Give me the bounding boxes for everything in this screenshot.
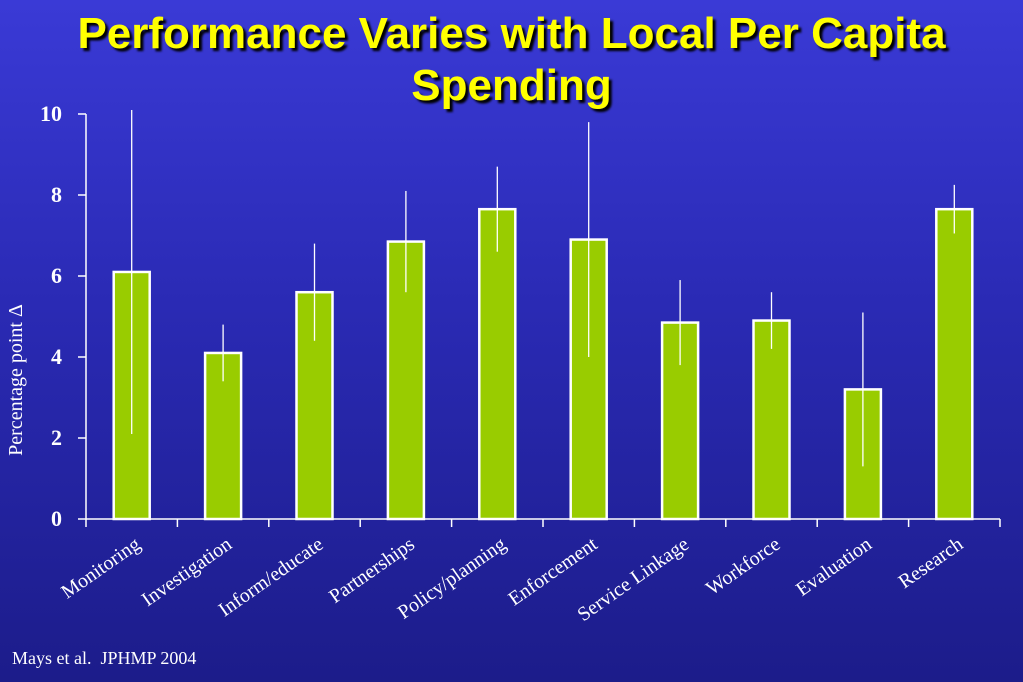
- y-tick-label: 6: [51, 263, 62, 288]
- slide-title: Performance Varies with Local Per Capita…: [77, 9, 946, 110]
- y-tick-label: 2: [51, 425, 62, 450]
- x-tick-label: Workforce: [702, 533, 784, 600]
- citation: Mays et al. JPHMP 2004: [12, 648, 197, 668]
- y-tick-label: 0: [51, 506, 62, 531]
- bar: [478, 207, 517, 521]
- y-tick-label: 4: [51, 344, 62, 369]
- x-tick-layer: MonitoringInvestigationInform/educatePar…: [57, 519, 1001, 626]
- y-axis-title: Percentage point Δ: [5, 304, 27, 456]
- x-tick-label: Evaluation: [792, 533, 876, 601]
- x-tick-label: Research: [895, 533, 968, 593]
- bar-layer: [112, 207, 974, 521]
- y-tick-label: 10: [40, 101, 62, 126]
- y-tick-layer: 0 2 4 6 8 10: [40, 101, 86, 531]
- y-tick-label: 8: [51, 182, 62, 207]
- error-bar-layer: [131, 109, 955, 467]
- bar: [935, 207, 974, 521]
- bar: [752, 319, 791, 521]
- x-tick-label: Partnerships: [325, 533, 419, 608]
- x-tick-label: Monitoring: [57, 533, 144, 603]
